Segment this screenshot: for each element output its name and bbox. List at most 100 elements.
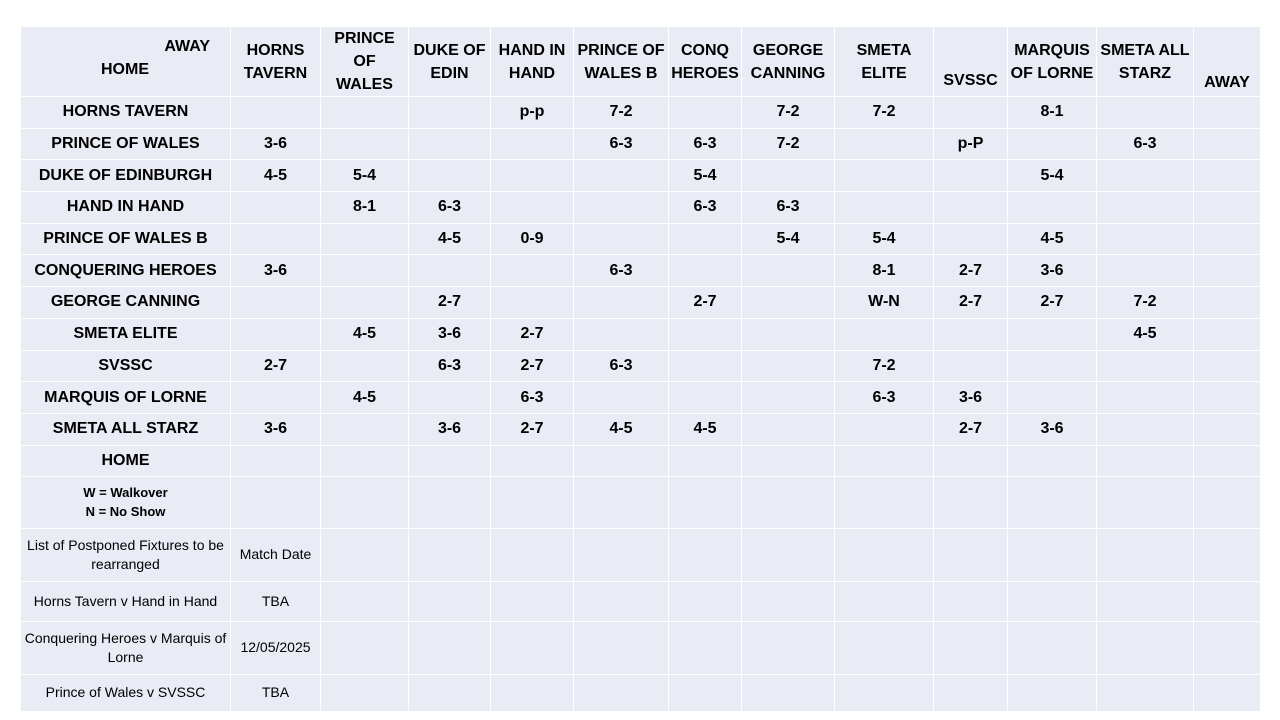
result-cell: [408, 159, 491, 193]
result-value: 3-6: [263, 261, 288, 279]
column-header-line: HORNS: [246, 41, 305, 59]
result-cell: [1007, 381, 1097, 414]
home-team-cell: DUKE OF EDINBURGH: [20, 159, 231, 193]
empty-cell: [668, 580, 742, 622]
result-cell: 6-3: [668, 127, 742, 161]
result-cell: 7-2: [1096, 286, 1194, 319]
result-value: p-p: [519, 103, 545, 121]
result-cell: 3-6: [408, 412, 491, 446]
home-team-name: PRINCE OF WALES B: [43, 230, 208, 248]
postponed-header-row: List of Postponed Fixtures to be rearran…: [20, 527, 1261, 582]
away-column-cell: [1193, 412, 1261, 446]
result-cell: 3-6: [1007, 254, 1097, 288]
table-row: HAND IN HAND 8-1 6-3 6-3 6-3: [20, 191, 1261, 224]
postponed-fixture-row: Prince of Wales v SVSSC TBA: [20, 673, 1261, 712]
table-row: CONQUERING HEROES 3-6 6-3 8-1 2-7 3-6: [20, 254, 1261, 288]
result-cell: 5-4: [668, 159, 742, 193]
result-cell: W-N: [834, 286, 934, 319]
result-cell: [668, 381, 742, 414]
fixture-date-cell: TBA: [230, 673, 321, 712]
away-column-cell: [1193, 222, 1261, 256]
home-team-cell: HORNS TAVERN: [20, 96, 231, 129]
result-value: 6-3: [693, 198, 717, 216]
result-cell: [668, 254, 742, 288]
away-column-cell: [1193, 127, 1261, 161]
match-date-header: Match Date: [239, 546, 312, 563]
away-column-label: AWAY: [1204, 74, 1250, 91]
result-value: 7-2: [872, 103, 896, 121]
result-cell: [741, 317, 835, 351]
column-header-line: TAVERN: [243, 64, 308, 82]
match-date-header-cell: Match Date: [230, 527, 321, 582]
table-row: GEORGE CANNING 2-7 2-7 W-N 2-7 2-7 7-2: [20, 286, 1261, 319]
result-cell: 6-3: [573, 349, 669, 383]
result-value: 2-7: [263, 356, 288, 374]
empty-cell: [834, 620, 934, 675]
empty-cell: [1096, 620, 1194, 675]
result-cell: 3-6: [933, 381, 1008, 414]
result-value: 2-7: [958, 420, 983, 438]
home-team-cell: HAND IN HAND: [20, 191, 231, 224]
table-row: PRINCE OF WALES B 4-5 0-9 5-4 5-4 4-5: [20, 222, 1261, 256]
column-header-line: DUKE OF: [413, 41, 486, 59]
result-value: 8-1: [352, 198, 377, 216]
result-cell: [490, 127, 574, 161]
result-value: 2-7: [958, 293, 983, 311]
column-header-line: HAND: [508, 64, 556, 82]
empty-cell: [230, 444, 321, 477]
empty-cell: [1096, 527, 1194, 582]
away-column-cell: [1193, 96, 1261, 129]
result-cell: 4-5: [573, 412, 669, 446]
result-cell: 6-3: [573, 127, 669, 161]
empty-cell: [1193, 580, 1261, 622]
empty-cell: [1193, 475, 1261, 529]
table-row: MARQUIS OF LORNE 4-5 6-3 6-3 3-6: [20, 381, 1261, 414]
results-grid: AWAY HOME HORNS TAVERN PRINCE OF WALES DUKE OF…: [20, 26, 1261, 712]
result-cell: 4-5: [408, 222, 491, 256]
empty-cell: [834, 673, 934, 712]
legend-row: W = Walkover N = No Show: [20, 475, 1261, 529]
postponed-header: List of Postponed Fixtures to be rearran…: [27, 536, 224, 572]
result-cell: [320, 286, 409, 319]
result-cell: [741, 349, 835, 383]
result-cell: 6-3: [408, 349, 491, 383]
empty-cell: [1007, 527, 1097, 582]
empty-cell: [933, 580, 1008, 622]
result-cell: 2-7: [408, 286, 491, 319]
result-cell: [668, 317, 742, 351]
empty-cell: [320, 475, 409, 529]
result-cell: 7-2: [834, 96, 934, 129]
result-cell: [741, 254, 835, 288]
empty-cell: [834, 527, 934, 582]
empty-cell: [573, 673, 669, 712]
result-cell: [1096, 222, 1194, 256]
column-header-line: WALES: [336, 76, 393, 93]
result-value: 4-5: [263, 166, 288, 184]
column-header: MARQUIS OF LORNE: [1007, 26, 1097, 97]
result-cell: 3-6: [230, 412, 321, 446]
home-footer-row: HOME: [20, 444, 1261, 477]
empty-cell: [1096, 475, 1194, 529]
result-value: W-N: [868, 293, 900, 311]
result-value: 7-2: [609, 103, 633, 121]
result-cell: [320, 254, 409, 288]
result-value: 6-3: [609, 261, 633, 279]
result-cell: 4-5: [320, 381, 409, 414]
result-cell: [933, 222, 1008, 256]
away-label: AWAY: [164, 38, 210, 55]
result-cell: 6-3: [668, 191, 742, 224]
column-header: HORNS TAVERN: [230, 26, 321, 97]
fixture-match-cell: Conquering Heroes v Marquis of Lorne: [20, 620, 231, 675]
result-cell: 4-5: [668, 412, 742, 446]
home-team-name: GEORGE CANNING: [50, 293, 201, 311]
empty-cell: [230, 475, 321, 529]
result-cell: 6-3: [834, 381, 934, 414]
result-cell: [573, 317, 669, 351]
column-header: GEORGE CANNING: [741, 26, 835, 97]
result-cell: [1007, 317, 1097, 351]
result-cell: [230, 286, 321, 319]
home-label: HOME: [101, 61, 149, 78]
empty-cell: [1007, 580, 1097, 622]
result-cell: [834, 191, 934, 224]
result-cell: [1007, 349, 1097, 383]
